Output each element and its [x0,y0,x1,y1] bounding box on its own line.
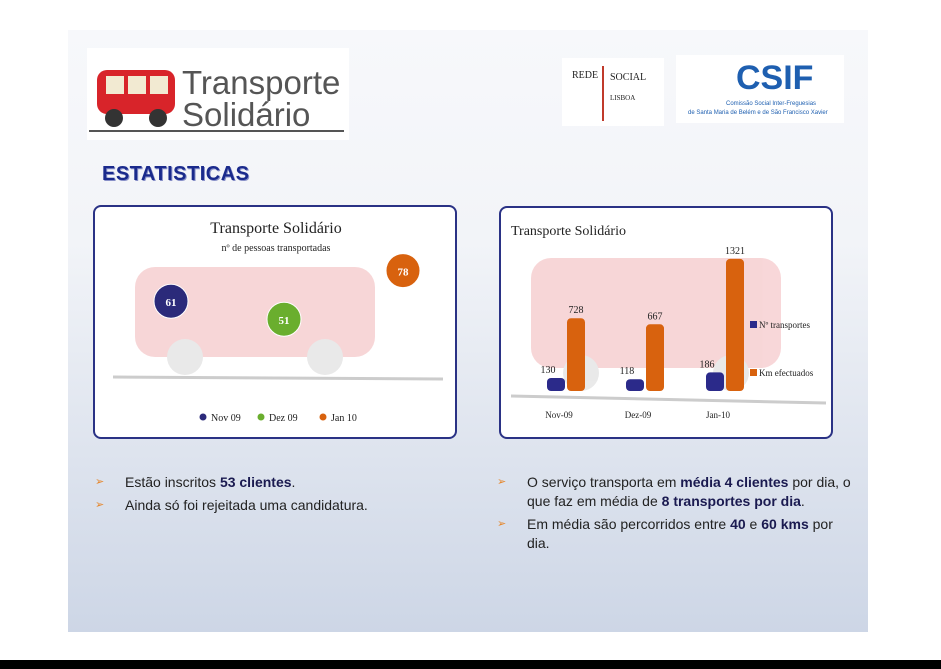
x-tick-label: Dez-09 [625,410,652,420]
value-label: 130 [541,365,556,376]
legend-marker [750,321,757,328]
bullet-text: . [800,493,805,509]
legend-marker [750,369,757,376]
bullet-list: O serviço transporta em média 4 clientes… [497,473,857,557]
bar [726,258,744,391]
value-label: 51 [279,315,290,327]
chart-title: Transporte Solidário [210,220,341,237]
bullet-list: Estão inscritos 53 clientes. Ainda só fo… [95,473,435,519]
bullet-text: média 4 clientes [680,474,789,490]
logo-text: Transporte [182,64,341,101]
legend-marker [199,413,207,421]
decoration-line [510,394,827,405]
bullet-text: 40 [730,516,746,532]
legend-label: Km efectuados [759,368,814,378]
partner-rule [602,66,604,121]
partner-text: SOCIAL [610,72,647,83]
bullet: Ainda só foi rejeitada uma candidatura. [95,496,435,515]
logo: Transporte Solidário [87,48,349,140]
value-label: 1321 [725,246,745,257]
legend-marker [257,413,265,421]
decoration-line [112,375,444,381]
legend-label: Dez 09 [269,413,298,424]
legend-label: Jan 10 [331,413,357,424]
bullet-text: Estão inscritos [125,474,220,490]
bullet: Em média são percorridos entre 40 e 60 k… [497,515,857,553]
bar [706,372,724,391]
bullet-text: por dia, o que faz em média de [527,474,851,509]
partner-text: Comissão Social Inter-Freguesias [726,101,817,107]
value-label: 667 [648,311,663,322]
chart-panel: Transporte Solidário Nov-09 Dez-09 Jan-10 13… [499,206,833,439]
partner-text: REDE [572,70,599,81]
value-label: 186 [700,359,715,370]
bar [646,324,664,391]
bullet-text: O serviço transporta em [527,474,681,490]
bullet-text: 53 clientes [219,474,292,490]
section-title: ESTATISTICAS [102,163,250,185]
bubble [385,253,421,289]
bar [626,379,644,391]
bullet-text: Ainda só foi rejeitada uma candidatura. [125,497,368,513]
bullet-text: Em média são percorridos entre [527,516,731,532]
bubble [266,301,302,337]
partner-text: de Santa Maria de Belém e de São Francis… [688,110,828,116]
legend-label: Nº transportes [759,320,811,330]
bullet-text: . [291,474,296,490]
bottom-bar [0,660,941,669]
x-tick-label: Nov-09 [545,410,573,420]
chart-panel: Transporte Solidário nº de pessoas transp… [93,205,457,439]
partner-text: CSIF [736,59,814,97]
value-label: 728 [569,305,584,316]
value-label: 118 [620,366,635,377]
bar [547,378,565,391]
x-tick-label: Jan-10 [706,410,730,420]
partner-logo: CSIF Comissão Social Inter-Freguesias de… [676,55,844,123]
bubble [153,283,189,319]
legend-marker [319,413,327,421]
chart-subtitle: nº de pessoas transportadas [222,243,331,254]
bar [567,318,585,391]
logo-rule [89,130,344,132]
bullet-text: por dia. [527,516,833,551]
logo-text: Solidário [182,96,311,133]
bullet-text: e [745,516,762,532]
value-label: 78 [398,267,410,279]
chart-title: Transporte Solidário [511,224,626,239]
bullet: Estão inscritos 53 clientes. [95,473,435,492]
bullet-text: 8 transportes por dia [661,493,801,509]
chart: Transporte Solidário Nov-09 Dez-09 Jan-10 13… [510,224,827,420]
bus-icon [97,70,175,127]
bullet: O serviço transporta em média 4 clientes… [497,473,857,511]
legend-label: Nov 09 [211,413,241,424]
partner-text: LISBOA [610,94,636,102]
chart: Transporte Solidário nº de pessoas transp… [112,220,444,424]
value-label: 61 [166,297,177,309]
partner-logo: REDE SOCIAL LISBOA [562,58,664,126]
bus-decoration [135,267,375,375]
bullet-text: 60 kms [761,516,809,532]
